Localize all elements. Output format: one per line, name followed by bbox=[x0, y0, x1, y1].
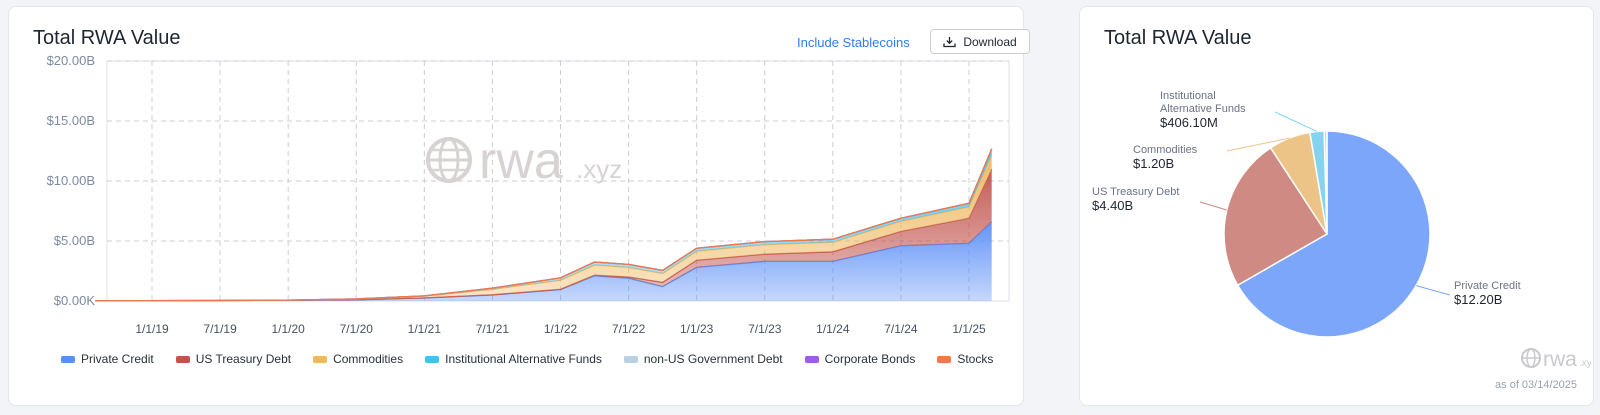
line-stocks bbox=[95, 148, 993, 302]
pie-slice-non-us-government-debt[interactable] bbox=[1323, 130, 1328, 235]
watermark-logo: rwa .xyz bbox=[426, 132, 622, 190]
area-private-credit[interactable] bbox=[95, 221, 992, 301]
pie-chart-title: Total RWA Value bbox=[1104, 27, 1252, 49]
x-tick-label: 7/1/24 bbox=[884, 322, 918, 336]
legend-item-corporate-bonds[interactable]: Corporate Bonds bbox=[804, 352, 916, 366]
pie-label-name: Alternative Funds bbox=[1160, 103, 1246, 115]
x-tick-label: 1/1/21 bbox=[408, 322, 442, 336]
x-tick-label: 1/1/20 bbox=[271, 322, 305, 336]
pie-label-name: Commodities bbox=[1133, 144, 1198, 156]
x-tick-label: 1/1/24 bbox=[816, 322, 850, 336]
x-tick-label: 7/1/21 bbox=[476, 322, 510, 336]
pie-label-value: $406.10M bbox=[1160, 115, 1218, 130]
legend-item-us-treasury-debt[interactable]: US Treasury Debt bbox=[175, 352, 292, 366]
x-tick-label: 1/1/19 bbox=[135, 322, 169, 336]
watermark-suffix: .xyz bbox=[576, 154, 622, 184]
legend-item-private-credit[interactable]: Private Credit bbox=[61, 352, 154, 366]
pie-leader-line bbox=[1274, 111, 1318, 132]
pie-label-name: Institutional bbox=[1160, 90, 1216, 102]
axes: $0.00K $5.00B $10.00B $15.00B $20.00B 1/1/19 7… bbox=[47, 53, 986, 336]
y-tick-label: $20.00B bbox=[47, 53, 95, 68]
chart-legend: Private Credit US Treasury Debt Commoditie… bbox=[61, 352, 993, 366]
x-tick-label: 1/1/25 bbox=[952, 322, 986, 336]
legend-item-stocks[interactable]: Stocks bbox=[937, 352, 993, 366]
legend-swatch bbox=[61, 355, 75, 363]
legend-swatch bbox=[623, 355, 638, 363]
x-tick-label: 7/1/22 bbox=[612, 322, 646, 336]
x-tick-label: 7/1/23 bbox=[748, 322, 782, 336]
pie-leader-line bbox=[1199, 201, 1227, 211]
legend-label: Corporate Bonds bbox=[824, 352, 916, 366]
series-areas bbox=[95, 148, 993, 302]
x-tick-label: 1/1/23 bbox=[680, 322, 714, 336]
pie-leader-line bbox=[1226, 137, 1290, 152]
legend-label: Private Credit bbox=[81, 352, 154, 366]
x-tick-label: 7/1/20 bbox=[340, 322, 374, 336]
download-button[interactable]: Download bbox=[930, 29, 1030, 54]
legend-swatch bbox=[313, 355, 328, 363]
legend-label: Commodities bbox=[333, 352, 404, 366]
legend-label: Institutional Alternative Funds bbox=[445, 352, 602, 366]
y-tick-label: $10.00B bbox=[47, 173, 95, 188]
chart-title: Total RWA Value bbox=[33, 27, 181, 49]
include-stablecoins-link[interactable]: Include Stablecoins bbox=[797, 35, 910, 50]
x-tick-label: 1/1/22 bbox=[544, 322, 578, 336]
legend-item-institutional-alternative-funds[interactable]: Institutional Alternative Funds bbox=[425, 352, 602, 366]
pie-label-value: $4.40B bbox=[1092, 198, 1133, 213]
y-tick-label: $0.00K bbox=[54, 293, 96, 308]
legend-swatch bbox=[175, 355, 190, 363]
pie-slice-private-credit[interactable] bbox=[1236, 130, 1431, 338]
rwa-area-chart-card: Total RWA Value Include Stablecoins Down… bbox=[8, 6, 1030, 406]
globe-icon bbox=[426, 137, 472, 183]
pie-label-value: $1.20B bbox=[1133, 156, 1174, 171]
pie-leader-line bbox=[1415, 285, 1451, 296]
pie-label-name: US Treasury Debt bbox=[1092, 186, 1179, 198]
x-tick-label: 7/1/19 bbox=[203, 322, 237, 336]
y-tick-label: $15.00B bbox=[47, 113, 95, 128]
rwa-mini-logo: rwa .xyz bbox=[1521, 348, 1591, 370]
mini-logo-text: rwa bbox=[1543, 348, 1577, 370]
legend-item-non-us-government-debt[interactable]: non-US Government Debt bbox=[623, 352, 783, 366]
as-of-date: as of 03/14/2025 bbox=[1495, 379, 1577, 391]
legend-label: US Treasury Debt bbox=[195, 352, 292, 366]
area-chart[interactable]: rwa .xyz $0.00K $5.00B $10.00B $15.00B $20.0… bbox=[9, 7, 1025, 352]
mini-logo-suffix: .xyz bbox=[1579, 358, 1591, 369]
legend-swatch bbox=[804, 355, 819, 363]
y-tick-label: $5.00B bbox=[54, 233, 95, 248]
legend-item-commodities[interactable]: Commodities bbox=[313, 352, 403, 366]
legend-label: non-US Government Debt bbox=[643, 352, 783, 366]
pie-slices bbox=[1223, 130, 1431, 338]
globe-icon bbox=[1521, 348, 1541, 368]
download-label: Download bbox=[963, 34, 1017, 49]
pie-label-name: Private Credit bbox=[1454, 280, 1521, 292]
pie-slice-us-treasury-debt[interactable] bbox=[1223, 146, 1329, 287]
legend-swatch bbox=[937, 355, 952, 363]
pie-label-value: $12.20B bbox=[1454, 292, 1502, 307]
legend-swatch bbox=[425, 355, 440, 363]
download-icon bbox=[943, 36, 956, 48]
rwa-pie-chart-card: Total RWA Value Institutional Alternative… bbox=[1079, 6, 1594, 406]
legend-label: Stocks bbox=[957, 352, 994, 366]
watermark-text: rwa bbox=[479, 132, 563, 190]
